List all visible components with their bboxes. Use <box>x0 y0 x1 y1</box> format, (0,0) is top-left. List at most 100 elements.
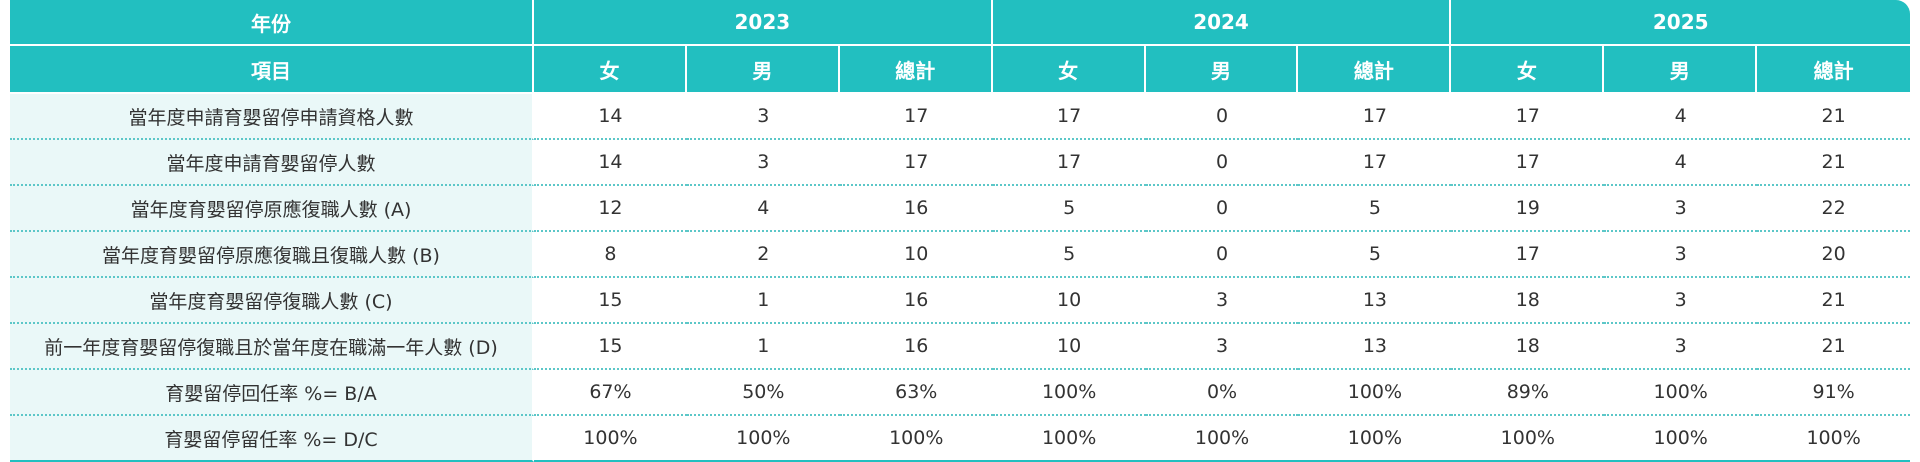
table-cell: 22 <box>1757 186 1911 232</box>
table-cell: 10 <box>992 278 1146 324</box>
table-cell: 3 <box>1145 278 1299 324</box>
table-cell: 4 <box>686 186 840 232</box>
table-cell: 13 <box>1298 324 1452 370</box>
year-header-row: 年份 2023 2024 2025 <box>10 0 1911 46</box>
year-label-header: 年份 <box>10 0 534 46</box>
table-cell: 67% <box>534 370 687 416</box>
table-cell: 19 <box>1451 186 1605 232</box>
table-cell: 100% <box>1298 416 1452 462</box>
table-cell: 1 <box>686 324 840 370</box>
table-cell: 100% <box>992 370 1146 416</box>
table-cell: 10 <box>992 324 1146 370</box>
female-header: 女 <box>992 46 1146 94</box>
table-row: 當年度育嬰留停原應復職人數 (A) 12 4 16 5 0 5 19 3 22 <box>10 186 1911 232</box>
total-header: 總計 <box>1757 46 1911 94</box>
male-header: 男 <box>686 46 840 94</box>
table-cell: 0 <box>1145 186 1299 232</box>
row-label: 當年度育嬰留停原應復職且復職人數 (B) <box>10 232 534 278</box>
table-cell: 3 <box>1604 186 1758 232</box>
table-cell: 21 <box>1757 324 1911 370</box>
table-row: 育嬰留停留任率 %= D/C 100% 100% 100% 100% 100% … <box>10 416 1911 462</box>
table-cell: 15 <box>534 278 687 324</box>
table-cell: 13 <box>1298 278 1452 324</box>
table-cell: 3 <box>1145 324 1299 370</box>
table-cell: 3 <box>686 94 840 140</box>
table-row: 當年度申請育嬰留停人數 14 3 17 17 0 17 17 4 21 <box>10 140 1911 186</box>
table-cell: 16 <box>839 324 993 370</box>
row-label: 育嬰留停留任率 %= D/C <box>10 416 534 462</box>
table-cell: 16 <box>839 186 993 232</box>
row-label: 當年度育嬰留停原應復職人數 (A) <box>10 186 534 232</box>
table-cell: 4 <box>1604 94 1758 140</box>
table-cell: 3 <box>1604 278 1758 324</box>
table-cell: 100% <box>1604 370 1758 416</box>
table-cell: 0 <box>1145 94 1299 140</box>
table-body: 當年度申請育嬰留停申請資格人數 14 3 17 17 0 17 17 4 21 … <box>10 94 1911 462</box>
table-cell: 100% <box>1451 416 1605 462</box>
table-cell: 12 <box>534 186 687 232</box>
table-cell: 100% <box>1604 416 1758 462</box>
male-header: 男 <box>1604 46 1758 94</box>
table-cell: 21 <box>1757 278 1911 324</box>
year-2025-header: 2025 <box>1451 0 1911 46</box>
table-cell: 17 <box>1451 232 1605 278</box>
female-header: 女 <box>1451 46 1605 94</box>
table-cell: 17 <box>1451 94 1605 140</box>
female-header: 女 <box>534 46 687 94</box>
table-row: 前一年度育嬰留停復職且於當年度在職滿一年人數 (D) 15 1 16 10 3 … <box>10 324 1911 370</box>
table-cell: 0 <box>1145 232 1299 278</box>
total-header: 總計 <box>839 46 993 94</box>
table-cell: 21 <box>1757 94 1911 140</box>
year-2024-header: 2024 <box>992 0 1452 46</box>
row-label: 前一年度育嬰留停復職且於當年度在職滿一年人數 (D) <box>10 324 534 370</box>
row-label: 育嬰留停回任率 %= B/A <box>10 370 534 416</box>
table-cell: 100% <box>1757 416 1911 462</box>
table-cell: 3 <box>1604 324 1758 370</box>
table-cell: 17 <box>839 140 993 186</box>
table-cell: 4 <box>1604 140 1758 186</box>
table-cell: 21 <box>1757 140 1911 186</box>
item-label-header: 項目 <box>10 46 534 94</box>
table-cell: 0% <box>1145 370 1299 416</box>
table-cell: 17 <box>992 94 1146 140</box>
table-row: 當年度申請育嬰留停申請資格人數 14 3 17 17 0 17 17 4 21 <box>10 94 1911 140</box>
table-cell: 14 <box>534 94 687 140</box>
parental-leave-table: 年份 2023 2024 2025 項目 女 男 總計 女 男 總計 女 男 總… <box>10 0 1911 462</box>
table-cell: 100% <box>839 416 993 462</box>
table-cell: 5 <box>1298 232 1452 278</box>
table-cell: 91% <box>1757 370 1911 416</box>
total-header: 總計 <box>1298 46 1452 94</box>
table-cell: 5 <box>992 186 1146 232</box>
table-cell: 17 <box>1451 140 1605 186</box>
table-cell: 17 <box>1298 94 1452 140</box>
table-cell: 5 <box>992 232 1146 278</box>
table-cell: 17 <box>992 140 1146 186</box>
table-cell: 18 <box>1451 278 1605 324</box>
year-2023-header: 2023 <box>534 0 993 46</box>
table-cell: 2 <box>686 232 840 278</box>
table-cell: 3 <box>1604 232 1758 278</box>
table-cell: 89% <box>1451 370 1605 416</box>
table-cell: 5 <box>1298 186 1452 232</box>
table-row: 育嬰留停回任率 %= B/A 67% 50% 63% 100% 0% 100% … <box>10 370 1911 416</box>
row-label: 當年度申請育嬰留停申請資格人數 <box>10 94 534 140</box>
table-cell: 50% <box>686 370 840 416</box>
table-cell: 18 <box>1451 324 1605 370</box>
table-row: 當年度育嬰留停原應復職且復職人數 (B) 8 2 10 5 0 5 17 3 2… <box>10 232 1911 278</box>
table-cell: 0 <box>1145 140 1299 186</box>
table-cell: 100% <box>534 416 687 462</box>
table-cell: 16 <box>839 278 993 324</box>
table-cell: 20 <box>1757 232 1911 278</box>
table-cell: 1 <box>686 278 840 324</box>
row-label: 當年度育嬰留停復職人數 (C) <box>10 278 534 324</box>
table-cell: 63% <box>839 370 993 416</box>
table-cell: 17 <box>1298 140 1452 186</box>
table-cell: 10 <box>839 232 993 278</box>
table-cell: 100% <box>1298 370 1452 416</box>
male-header: 男 <box>1145 46 1299 94</box>
table-cell: 100% <box>992 416 1146 462</box>
sub-header-row: 項目 女 男 總計 女 男 總計 女 男 總計 <box>10 46 1911 94</box>
row-label: 當年度申請育嬰留停人數 <box>10 140 534 186</box>
table-row: 當年度育嬰留停復職人數 (C) 15 1 16 10 3 13 18 3 21 <box>10 278 1911 324</box>
